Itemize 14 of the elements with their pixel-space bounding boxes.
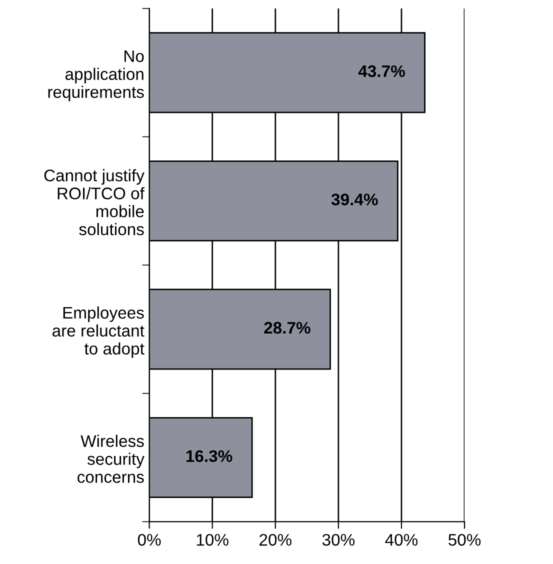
x-tick-label: 10% (196, 534, 228, 546)
data-label: 16.3% (186, 450, 232, 462)
x-tick-label: 30% (322, 534, 355, 546)
x-tick-label: 50% (448, 534, 481, 546)
x-tick-label: 0% (138, 534, 161, 546)
y-tick-label: Employees are reluctant to adopt (52, 306, 144, 358)
y-tick-label: Wireless security concerns (78, 434, 144, 483)
x-tick-label: 20% (260, 534, 292, 546)
y-tick-label: No application requirements (48, 50, 144, 102)
data-label: 28.7% (264, 322, 310, 334)
x-tick-label: 40% (385, 534, 418, 546)
y-tick-label: Cannot justify ROI/TCO of mobile solutions (44, 169, 144, 236)
data-label: 43.7% (358, 65, 405, 78)
data-label: 39.4% (331, 194, 378, 206)
